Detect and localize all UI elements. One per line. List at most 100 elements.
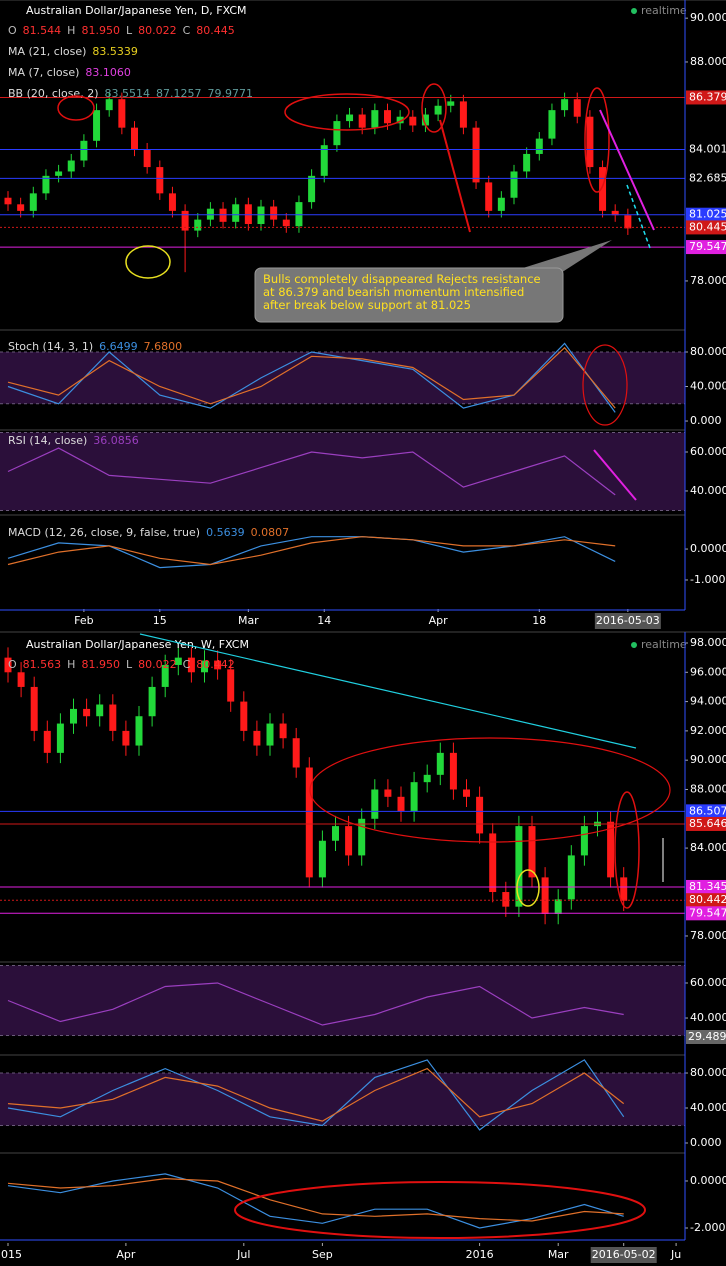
- level-label: 80.442: [689, 893, 726, 906]
- candle-body: [485, 182, 493, 211]
- y-tick-label: 88.000: [690, 782, 726, 795]
- candle-body: [586, 116, 594, 168]
- y-tick-label: 80.000: [690, 345, 726, 358]
- candle-body: [131, 127, 138, 150]
- level-label: 86.507: [689, 804, 726, 817]
- x-tick-label: 2016: [466, 1248, 494, 1261]
- candle-body: [168, 193, 176, 211]
- chart-title: Australian Dollar/Japanese Yen, D, FXCM: [26, 4, 247, 17]
- annotation-box: [254, 267, 564, 323]
- readout: 29.4898: [688, 1030, 726, 1043]
- x-tick-label: Feb: [74, 614, 93, 627]
- arrow: [599, 109, 655, 231]
- y-tick-label: 60.000: [690, 445, 726, 458]
- legend-text: MACD (12, 26, close, 9, false, true): [8, 526, 200, 539]
- arrow: [439, 119, 471, 233]
- candle-body: [459, 101, 467, 128]
- candle-body: [187, 657, 195, 673]
- candle-body: [333, 121, 341, 146]
- y-tick-label: 0.000: [690, 414, 722, 427]
- legend-text: 6.6499: [99, 340, 138, 353]
- legend-text: H: [67, 24, 75, 37]
- x-tick-label: Mar: [548, 1248, 569, 1261]
- indicator-line: [7, 1067, 625, 1122]
- candle-body: [194, 219, 202, 231]
- legend-text: MA (21, close): [8, 45, 86, 58]
- ellipse: [421, 83, 447, 133]
- candle-body: [449, 752, 457, 790]
- level-label-bg: [686, 906, 726, 921]
- candle-body: [434, 105, 442, 115]
- legend-text: 81.544: [23, 24, 62, 37]
- candle-body: [83, 708, 91, 717]
- candle-body: [156, 167, 164, 194]
- candle-body: [502, 892, 510, 907]
- candle-body: [510, 171, 518, 198]
- x-tick-label: Ju: [670, 1248, 681, 1261]
- x-tick-label: 15: [153, 614, 167, 627]
- candle-body: [548, 110, 556, 139]
- legend-text: 83.5339: [92, 45, 138, 58]
- y-tick-label: 40.000: [690, 380, 726, 393]
- legend-text: 81.950: [81, 24, 120, 37]
- level-label-bg: [686, 142, 726, 157]
- band: [0, 965, 685, 1036]
- legend-text: MA (7, close): [8, 66, 79, 79]
- y-tick-label: 78.000: [690, 274, 726, 287]
- legend-text: 83.5514: [105, 87, 151, 100]
- candle-body: [266, 723, 274, 746]
- level-label-bg: [686, 240, 726, 255]
- y-tick-label: 98.000: [690, 636, 726, 649]
- candle-body: [109, 704, 117, 731]
- candle-body: [421, 114, 429, 126]
- candle-body: [410, 782, 418, 812]
- candle-body: [573, 99, 581, 117]
- candle-body: [257, 206, 265, 225]
- candle-body: [80, 140, 88, 161]
- indicator-line: [7, 536, 616, 566]
- candle-body: [447, 101, 455, 106]
- candle-body: [535, 138, 543, 154]
- legend-text: 80.022: [138, 24, 177, 37]
- level-label-bg: [686, 90, 726, 105]
- candle-body: [332, 826, 339, 841]
- candle-body: [206, 208, 214, 220]
- x-tick-label: Sep: [312, 1248, 333, 1261]
- candle-body: [384, 110, 391, 124]
- y-tick-label: 0.0000: [690, 1174, 726, 1187]
- x-tick-label: Apr: [116, 1248, 136, 1261]
- y-tick-label: 88.000: [690, 55, 726, 68]
- legend-text: 36.0856: [93, 434, 139, 447]
- candle-body: [174, 657, 182, 665]
- indicator-line: [7, 1177, 624, 1222]
- candle-body: [17, 672, 25, 687]
- candle-body: [96, 704, 104, 717]
- candle-body: [135, 716, 143, 746]
- legend-text: 79.9771: [208, 87, 254, 100]
- candle-body: [295, 202, 303, 227]
- candle-body: [143, 149, 151, 168]
- level-label-bg: [686, 171, 726, 186]
- candle-body: [30, 686, 38, 731]
- y-tick-label: 90.000: [690, 11, 726, 24]
- candle-body: [282, 219, 290, 227]
- candle-body: [43, 730, 51, 753]
- candle-body: [55, 171, 63, 176]
- level-label: 79.547: [689, 906, 726, 919]
- candle-body: [371, 110, 379, 128]
- candle-body: [105, 99, 113, 111]
- legend-text: 80.445: [196, 24, 235, 37]
- legend-text: 80.442: [196, 658, 235, 671]
- level-label-bg: [686, 816, 726, 831]
- y-tick-label: -1.0000: [690, 573, 726, 586]
- level-label: 84.001: [689, 143, 726, 156]
- y-tick-label: 78.000: [690, 929, 726, 942]
- indicator-line: [7, 447, 616, 496]
- legend-text: L: [126, 24, 133, 37]
- candle-body: [118, 99, 126, 128]
- status-dot: [631, 8, 637, 14]
- candle-body: [232, 204, 240, 222]
- candle-body: [472, 127, 480, 183]
